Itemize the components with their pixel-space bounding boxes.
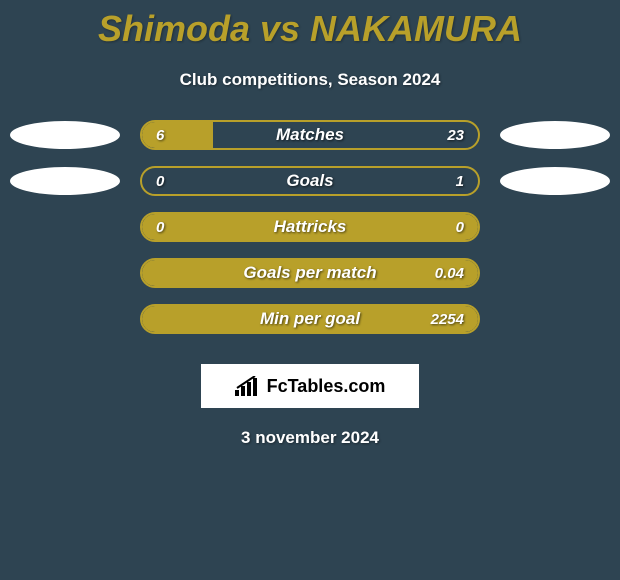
stat-bar: 0Hattricks0 xyxy=(140,212,480,242)
bar-chart-icon xyxy=(235,376,261,396)
left-spacer xyxy=(10,305,120,333)
right-ellipse xyxy=(500,167,610,195)
stat-row: Min per goal2254 xyxy=(0,304,620,334)
stat-bar: 6Matches23 xyxy=(140,120,480,150)
stat-label: Goals per match xyxy=(142,263,478,283)
stat-label: Min per goal xyxy=(142,309,478,329)
page-title: Shimoda vs NAKAMURA xyxy=(0,0,620,50)
stat-bar: Goals per match0.04 xyxy=(140,258,480,288)
right-spacer xyxy=(500,259,610,287)
right-spacer xyxy=(500,305,610,333)
stat-label: Hattricks xyxy=(142,217,478,237)
logo-text: FcTables.com xyxy=(267,376,386,397)
stat-row: 0Goals1 xyxy=(0,166,620,196)
stat-label: Goals xyxy=(142,171,478,191)
stats-rows: 6Matches230Goals10Hattricks0Goals per ma… xyxy=(0,120,620,334)
right-spacer xyxy=(500,213,610,241)
subtitle: Club competitions, Season 2024 xyxy=(0,70,620,90)
stat-right-value: 1 xyxy=(456,173,464,190)
stat-row: 6Matches23 xyxy=(0,120,620,150)
logo-box: FcTables.com xyxy=(201,364,419,408)
stat-right-value: 0 xyxy=(456,219,464,236)
stat-label: Matches xyxy=(142,125,478,145)
left-ellipse xyxy=(10,167,120,195)
stat-row: 0Hattricks0 xyxy=(0,212,620,242)
left-spacer xyxy=(10,259,120,287)
stat-row: Goals per match0.04 xyxy=(0,258,620,288)
stat-bar: Min per goal2254 xyxy=(140,304,480,334)
stat-bar: 0Goals1 xyxy=(140,166,480,196)
stat-right-value: 0.04 xyxy=(435,265,464,282)
date-text: 3 november 2024 xyxy=(0,428,620,448)
left-spacer xyxy=(10,213,120,241)
stat-right-value: 23 xyxy=(447,127,464,144)
right-ellipse xyxy=(500,121,610,149)
left-ellipse xyxy=(10,121,120,149)
stat-right-value: 2254 xyxy=(431,311,464,328)
